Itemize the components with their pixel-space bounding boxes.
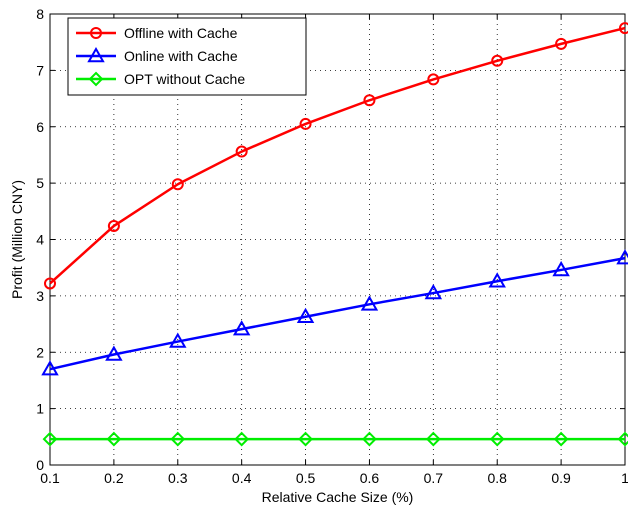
series-line bbox=[50, 258, 625, 369]
x-tick-label: 0.8 bbox=[487, 470, 507, 486]
x-tick-label: 0.7 bbox=[424, 470, 444, 486]
x-tick-label: 0.6 bbox=[360, 470, 380, 486]
legend-label: Online with Cache bbox=[124, 48, 238, 64]
y-tick-label: 7 bbox=[36, 62, 44, 78]
series-1 bbox=[43, 251, 628, 374]
legend-label: Offline with Cache bbox=[124, 25, 238, 41]
x-tick-label: 0.9 bbox=[551, 470, 571, 486]
y-tick-label: 1 bbox=[36, 401, 44, 417]
y-tick-label: 5 bbox=[36, 175, 44, 191]
x-tick-label: 0.3 bbox=[168, 470, 188, 486]
x-tick-label: 0.2 bbox=[104, 470, 124, 486]
series-2 bbox=[44, 433, 628, 445]
x-tick-label: 0.4 bbox=[232, 470, 252, 486]
x-axis-title: Relative Cache Size (%) bbox=[262, 489, 414, 505]
x-tick-label: 0.5 bbox=[296, 470, 316, 486]
y-axis-title: Profit (Million CNY) bbox=[9, 180, 25, 299]
x-tick-label: 1 bbox=[621, 470, 628, 486]
y-tick-label: 6 bbox=[36, 119, 44, 135]
y-tick-label: 8 bbox=[36, 6, 44, 22]
y-tick-label: 2 bbox=[36, 344, 44, 360]
y-tick-label: 0 bbox=[36, 457, 44, 473]
y-tick-label: 3 bbox=[36, 288, 44, 304]
legend: Offline with Cache Online with Cache OPT w… bbox=[68, 18, 306, 95]
y-tick-label: 4 bbox=[36, 232, 44, 248]
legend-label: OPT without Cache bbox=[124, 71, 245, 87]
